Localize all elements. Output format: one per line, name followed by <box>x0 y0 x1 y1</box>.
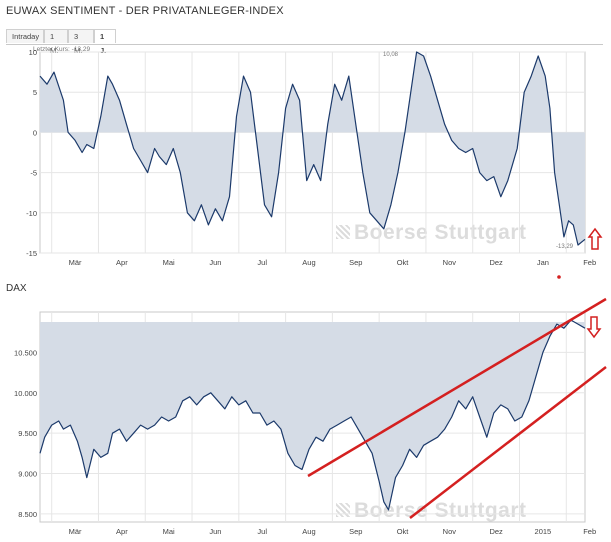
x-tick-label: 2015 <box>535 527 552 536</box>
x-tick-label: Jul <box>257 258 267 267</box>
dax-line <box>39 319 586 511</box>
y-tick-label: 10.500 <box>14 348 37 357</box>
x-tick-label: Jul <box>257 527 267 536</box>
x-tick-label: Nov <box>443 527 457 536</box>
dax-chart-title: DAX <box>6 283 27 294</box>
sentiment-y-ticks: 10 5 0 -5 -10 -15 <box>26 48 37 258</box>
y-tick-label: 10 <box>29 48 37 57</box>
x-tick-label: Aug <box>302 258 315 267</box>
dax-x-ticks: Mär Apr Mai Jun Jul Aug Sep Okt Nov Dez 2015 Feb <box>69 527 597 536</box>
x-tick-label: Mai <box>163 258 175 267</box>
tab-1-month[interactable]: 1 M. <box>44 29 68 55</box>
watermark-logo-icon <box>336 225 350 239</box>
sentiment-max-annotation: 10,08 <box>383 52 399 58</box>
timeframe-tabs: Intraday 1 M. 3 M. 1 J. <box>6 29 603 55</box>
x-tick-label: Apr <box>116 258 128 267</box>
watermark-bottom: Boerse Stuttgart <box>354 499 527 522</box>
x-tick-label: Feb <box>583 527 596 536</box>
last-price-label: Letzter Kurs: -13,29 <box>33 46 91 53</box>
chart-title: EUWAX SENTIMENT - DER PRIVATANLEGER-INDE… <box>6 5 284 17</box>
x-tick-label: Okt <box>397 527 410 536</box>
x-tick-label: Dez <box>489 527 503 536</box>
y-tick-label: 5 <box>33 88 37 97</box>
tab-1-year[interactable]: 1 J. <box>94 29 116 55</box>
x-tick-label: Sep <box>349 527 362 536</box>
arrow-down-icon <box>586 316 602 339</box>
sentiment-area <box>40 52 585 245</box>
y-tick-label: 9.500 <box>18 429 37 438</box>
y-tick-label: 9.000 <box>18 470 37 479</box>
x-tick-label: Mai <box>163 527 175 536</box>
marker-dot <box>557 275 561 279</box>
dax-chart: 10.500 10.000 9.500 9.000 8.500 Mär Apr Mai Jun… <box>14 297 607 536</box>
x-tick-label: Jun <box>209 258 221 267</box>
dax-y-ticks: 10.500 10.000 9.500 9.000 8.500 <box>14 348 37 519</box>
dax-area <box>40 320 585 510</box>
x-tick-label: Dez <box>489 258 503 267</box>
y-tick-label: 8.500 <box>18 510 37 519</box>
x-tick-label: Feb <box>583 258 596 267</box>
x-tick-label: Mär <box>69 527 82 536</box>
x-tick-label: Jan <box>537 258 549 267</box>
x-tick-label: Nov <box>443 258 457 267</box>
arrow-up-icon <box>587 227 603 250</box>
x-tick-label: Mär <box>69 258 82 267</box>
watermark-top: Boerse Stuttgart <box>354 221 527 244</box>
tab-3-months[interactable]: 3 M. <box>68 29 94 55</box>
sentiment-chart: 10 5 0 -5 -10 -15 Mär Apr Mai Jun Jul Aug Sep Okt Nov… <box>26 48 603 279</box>
x-tick-label: Jun <box>209 527 221 536</box>
lower-trendline <box>409 366 607 519</box>
sentiment-last-annotation: -13,29 <box>556 244 574 250</box>
tab-intraday[interactable]: Intraday <box>6 29 44 43</box>
y-tick-label: 10.000 <box>14 389 37 398</box>
x-tick-label: Okt <box>397 258 410 267</box>
x-tick-label: Sep <box>349 258 362 267</box>
y-tick-label: -10 <box>26 209 37 218</box>
y-tick-label: 0 <box>33 128 37 137</box>
x-tick-label: Apr <box>116 527 128 536</box>
sentiment-x-ticks: Mär Apr Mai Jun Jul Aug Sep Okt Nov Dez Jan Feb <box>69 258 597 267</box>
y-tick-label: -5 <box>30 169 37 178</box>
upper-trendline <box>307 297 607 478</box>
y-tick-label: -15 <box>26 249 37 258</box>
sentiment-line <box>39 51 586 246</box>
x-tick-label: Aug <box>302 527 315 536</box>
